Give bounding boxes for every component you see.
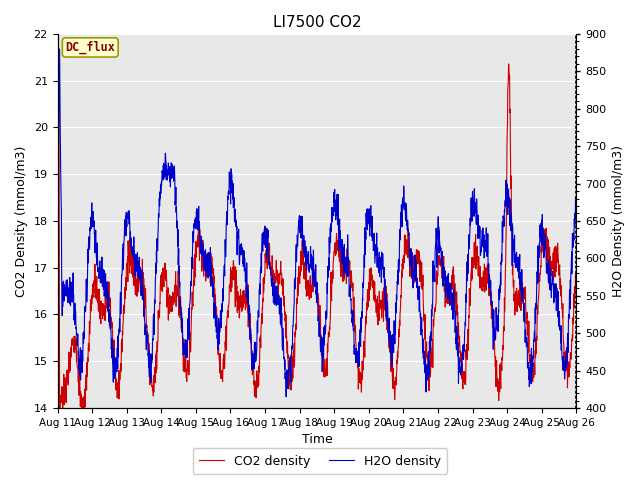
CO2 density — [54, 125, 61, 131]
CO2 density — [292, 300, 300, 306]
Y-axis label: H2O Density (mmol/m3): H2O Density (mmol/m3) — [612, 145, 625, 297]
X-axis label: Time: Time — [301, 433, 332, 446]
CO2 density — [56, 405, 63, 411]
Line: H2O density: H2O density — [58, 49, 576, 397]
H2O density — [54, 226, 61, 231]
H2O density — [292, 259, 300, 264]
Y-axis label: CO2 Density (mmol/m3): CO2 Density (mmol/m3) — [15, 145, 28, 297]
CO2 density — [572, 286, 580, 292]
H2O density — [572, 216, 580, 221]
CO2 density — [463, 356, 470, 361]
H2O density — [557, 338, 565, 344]
CO2 density — [557, 294, 565, 300]
CO2 density — [307, 273, 314, 279]
Title: LI7500 CO2: LI7500 CO2 — [273, 15, 361, 30]
H2O density — [463, 282, 470, 288]
H2O density — [282, 394, 290, 400]
Legend: CO2 density, H2O density: CO2 density, H2O density — [193, 448, 447, 474]
CO2 density — [558, 305, 566, 311]
H2O density — [56, 46, 63, 52]
H2O density — [558, 347, 566, 353]
Text: DC_flux: DC_flux — [65, 41, 115, 54]
CO2 density — [81, 405, 88, 411]
CO2 density — [55, 46, 63, 51]
Line: CO2 density: CO2 density — [58, 48, 576, 408]
H2O density — [307, 259, 314, 265]
H2O density — [81, 336, 88, 341]
